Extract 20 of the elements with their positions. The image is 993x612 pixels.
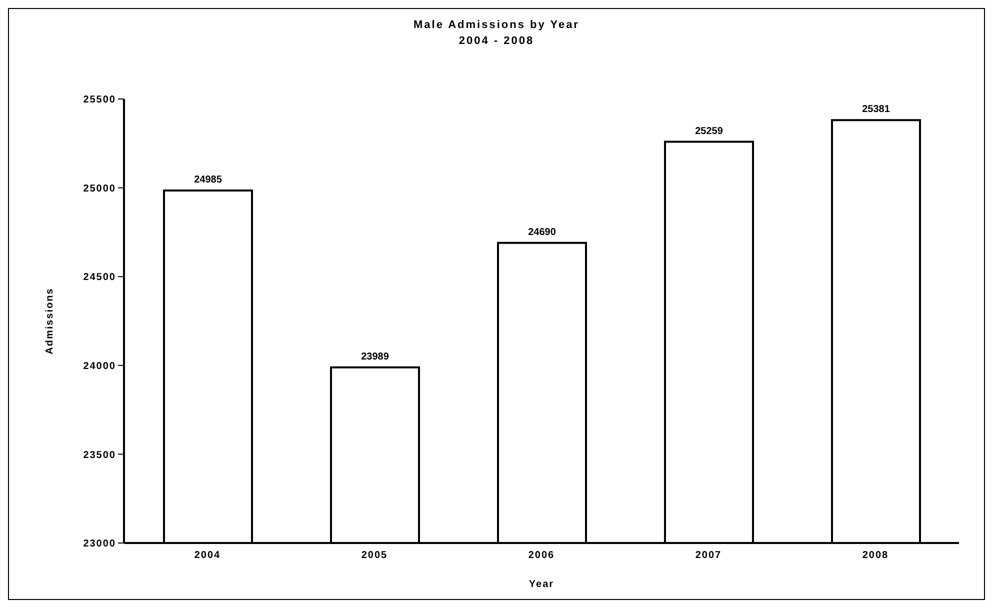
x-tick-label: 2005 bbox=[361, 550, 388, 562]
data-label: 24690 bbox=[528, 226, 556, 238]
data-label: 25259 bbox=[695, 126, 724, 137]
chart-subtitle: 2004 - 2008 bbox=[458, 34, 536, 49]
x-tick-label: 2007 bbox=[695, 550, 722, 562]
x-tick-label: 2008 bbox=[862, 550, 889, 562]
chart-title: Male Admissions by Year bbox=[412, 18, 580, 33]
y-tick-label: 24500 bbox=[83, 272, 116, 284]
y-tick-label: 23000 bbox=[83, 538, 116, 550]
x-axis-title: Year bbox=[528, 579, 554, 590]
data-label: 23989 bbox=[361, 351, 390, 362]
y-tick-label: 25500 bbox=[83, 94, 116, 106]
data-label: 24985 bbox=[194, 174, 222, 186]
y-tick-label: 23500 bbox=[83, 450, 116, 461]
y-tick-label: 25000 bbox=[83, 183, 116, 194]
y-tick-label: 24000 bbox=[83, 360, 116, 372]
y-axis-title: Admissions bbox=[44, 288, 56, 354]
data-label: 25381 bbox=[862, 104, 890, 116]
x-tick-label: 2006 bbox=[528, 550, 555, 562]
x-tick-label: 2004 bbox=[194, 550, 221, 562]
